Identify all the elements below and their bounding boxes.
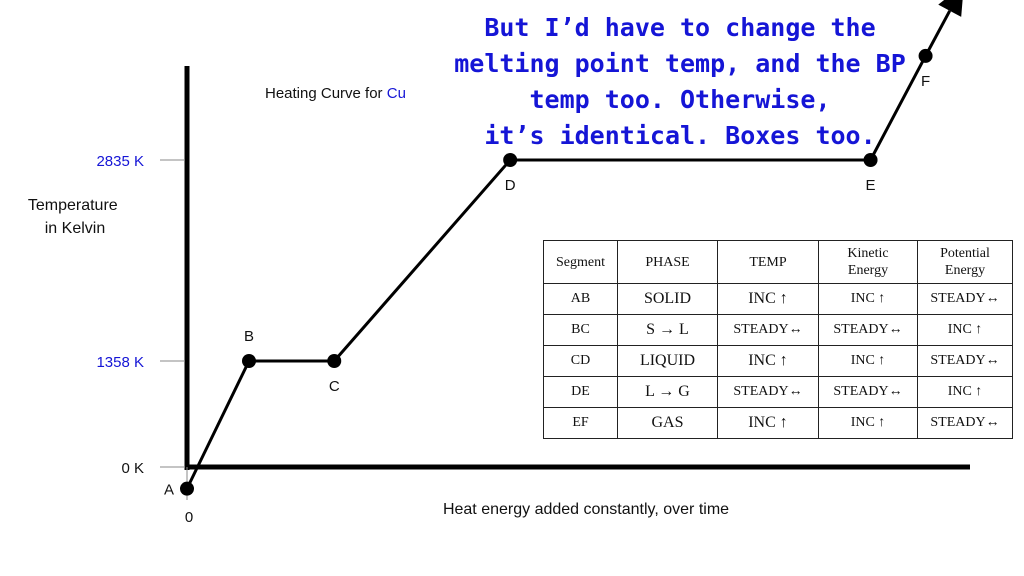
header-kinetic-energy: Kinetic Energy — [818, 240, 918, 284]
cell-phase: S → L — [617, 314, 718, 346]
header-phase: PHASE — [617, 240, 718, 284]
header-temp: TEMP — [717, 240, 819, 284]
curve-segment — [185, 359, 251, 491]
point-label-f: F — [921, 73, 930, 90]
curve-point-a — [180, 481, 194, 496]
caption-line-1: But I’d have to change the — [484, 13, 876, 42]
point-label-a: A — [164, 482, 174, 499]
table-row: AB SOLID INC ↑ INC ↑ STEADY↔ — [543, 283, 1013, 315]
curve-point-b — [242, 354, 256, 368]
cell-segment: CD — [543, 345, 618, 377]
cell-segment: BC — [543, 314, 618, 346]
cell-kinetic: STEADY↔ — [818, 376, 918, 408]
cell-potential: STEADY↔ — [917, 283, 1013, 315]
cell-segment: AB — [543, 283, 618, 315]
curve-point-e — [863, 153, 878, 167]
curve-segment — [924, 10, 952, 57]
cell-temp: INC ↑ — [717, 345, 819, 377]
curve — [185, 0, 963, 491]
caption-line-4: it’s identical. Boxes too. — [484, 121, 876, 150]
x-axis-label: Heat energy added constantly, over time — [443, 501, 729, 518]
cell-temp: STEADY↔ — [717, 314, 819, 346]
chart-title-element: Cu — [387, 85, 406, 102]
cell-kinetic: INC ↑ — [818, 345, 918, 377]
table-row: CD LIQUID INC ↑ INC ↑ STEADY↔ — [543, 345, 1013, 377]
y-axis-label: Temperature in Kelvin — [28, 197, 122, 237]
chart-title: Heating Curve for Cu — [265, 85, 406, 102]
y-axis-label-line-2: in Kelvin — [45, 220, 105, 237]
cell-phase: SOLID — [617, 283, 718, 315]
point-label-c: C — [329, 378, 340, 395]
y-axis-label-line-1: Temperature — [28, 197, 118, 214]
y-tick-label: 1358 K — [96, 354, 144, 371]
point-label-e: E — [866, 177, 876, 194]
y-tick-label: 0 K — [121, 460, 144, 477]
chart-title-prefix: Heating Curve for — [265, 85, 387, 102]
table-header-row: Segment PHASE TEMP Kinetic Energy Potent… — [543, 240, 1013, 284]
curve-segment — [869, 54, 928, 162]
table-row: EF GAS INC ↑ INC ↑ STEADY↔ — [543, 407, 1013, 439]
caption-line-3: temp too. Otherwise, — [529, 85, 831, 114]
caption-line-2: melting point temp, and the BP — [454, 49, 906, 78]
cell-potential: STEADY↔ — [917, 407, 1013, 439]
x-origin-label: 0 — [185, 509, 193, 526]
header-segment: Segment — [543, 240, 618, 284]
annotation-caption: But I’d have to change the melting point… — [430, 10, 930, 154]
cell-phase: LIQUID — [617, 345, 718, 377]
cell-kinetic: INC ↑ — [818, 283, 918, 315]
curve-point-f — [918, 48, 933, 63]
cell-temp: STEADY↔ — [717, 376, 819, 408]
point-label-b: B — [244, 328, 254, 345]
table-row: BC S → L STEADY↔ STEADY↔ INC ↑ — [543, 314, 1013, 346]
cell-phase: L → G — [617, 376, 718, 408]
cell-kinetic: INC ↑ — [818, 407, 918, 439]
cell-phase: GAS — [617, 407, 718, 439]
curve-arrowhead — [938, 0, 963, 17]
cell-segment: EF — [543, 407, 618, 439]
cell-potential: INC ↑ — [917, 314, 1013, 346]
cell-segment: DE — [543, 376, 618, 408]
cell-temp: INC ↑ — [717, 407, 819, 439]
y-ticks: 0 K 1358 K 2835 K — [96, 153, 185, 477]
header-potential-energy: Potential Energy — [917, 240, 1013, 284]
y-tick-label: 2835 K — [96, 153, 144, 170]
point-label-d: D — [505, 177, 516, 194]
cell-kinetic: STEADY↔ — [818, 314, 918, 346]
curve-point-c — [327, 354, 342, 368]
cell-potential: INC ↑ — [917, 376, 1013, 408]
cell-potential: STEADY↔ — [917, 345, 1013, 377]
curve-segment — [332, 158, 512, 363]
phase-properties-table: Segment PHASE TEMP Kinetic Energy Potent… — [543, 240, 1013, 439]
curve-point-d — [503, 153, 518, 167]
cell-temp: INC ↑ — [717, 283, 819, 315]
table-row: DE L → G STEADY↔ STEADY↔ INC ↑ — [543, 376, 1013, 408]
